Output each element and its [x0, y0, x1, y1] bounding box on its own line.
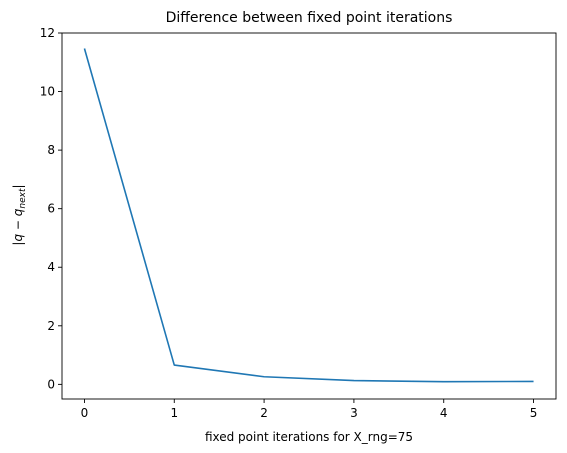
x-tick-label-0: 0 [81, 406, 89, 420]
y-axis-label-main: |q − q [11, 208, 25, 245]
y-axis-label-end: | [11, 184, 25, 188]
y-tick-label-2: 4 [47, 260, 55, 274]
x-tick-label-5: 5 [530, 406, 538, 420]
y-tick-label-3: 6 [47, 202, 55, 216]
series-line-0 [83, 48, 534, 383]
x-tick-label-3: 3 [350, 406, 358, 420]
y-axis-label-subscript: next [18, 188, 28, 209]
chart-title: Difference between fixed point iteration… [166, 10, 453, 26]
x-tick-label-2: 2 [260, 406, 268, 420]
x-tick-label-1: 1 [170, 406, 178, 420]
x-axis-label: fixed point iterations for X_rng=75 [205, 430, 413, 444]
y-axis-label: |q − qnext| [11, 184, 28, 245]
axes-frame [61, 32, 557, 400]
x-tick-label-4: 4 [440, 406, 448, 420]
y-tick-label-4: 8 [47, 143, 55, 157]
y-tick-label-5: 10 [40, 85, 55, 99]
y-tick-label-0: 0 [47, 377, 55, 391]
y-tick-label-6: 12 [40, 26, 55, 40]
y-tick-label-1: 2 [47, 319, 55, 333]
